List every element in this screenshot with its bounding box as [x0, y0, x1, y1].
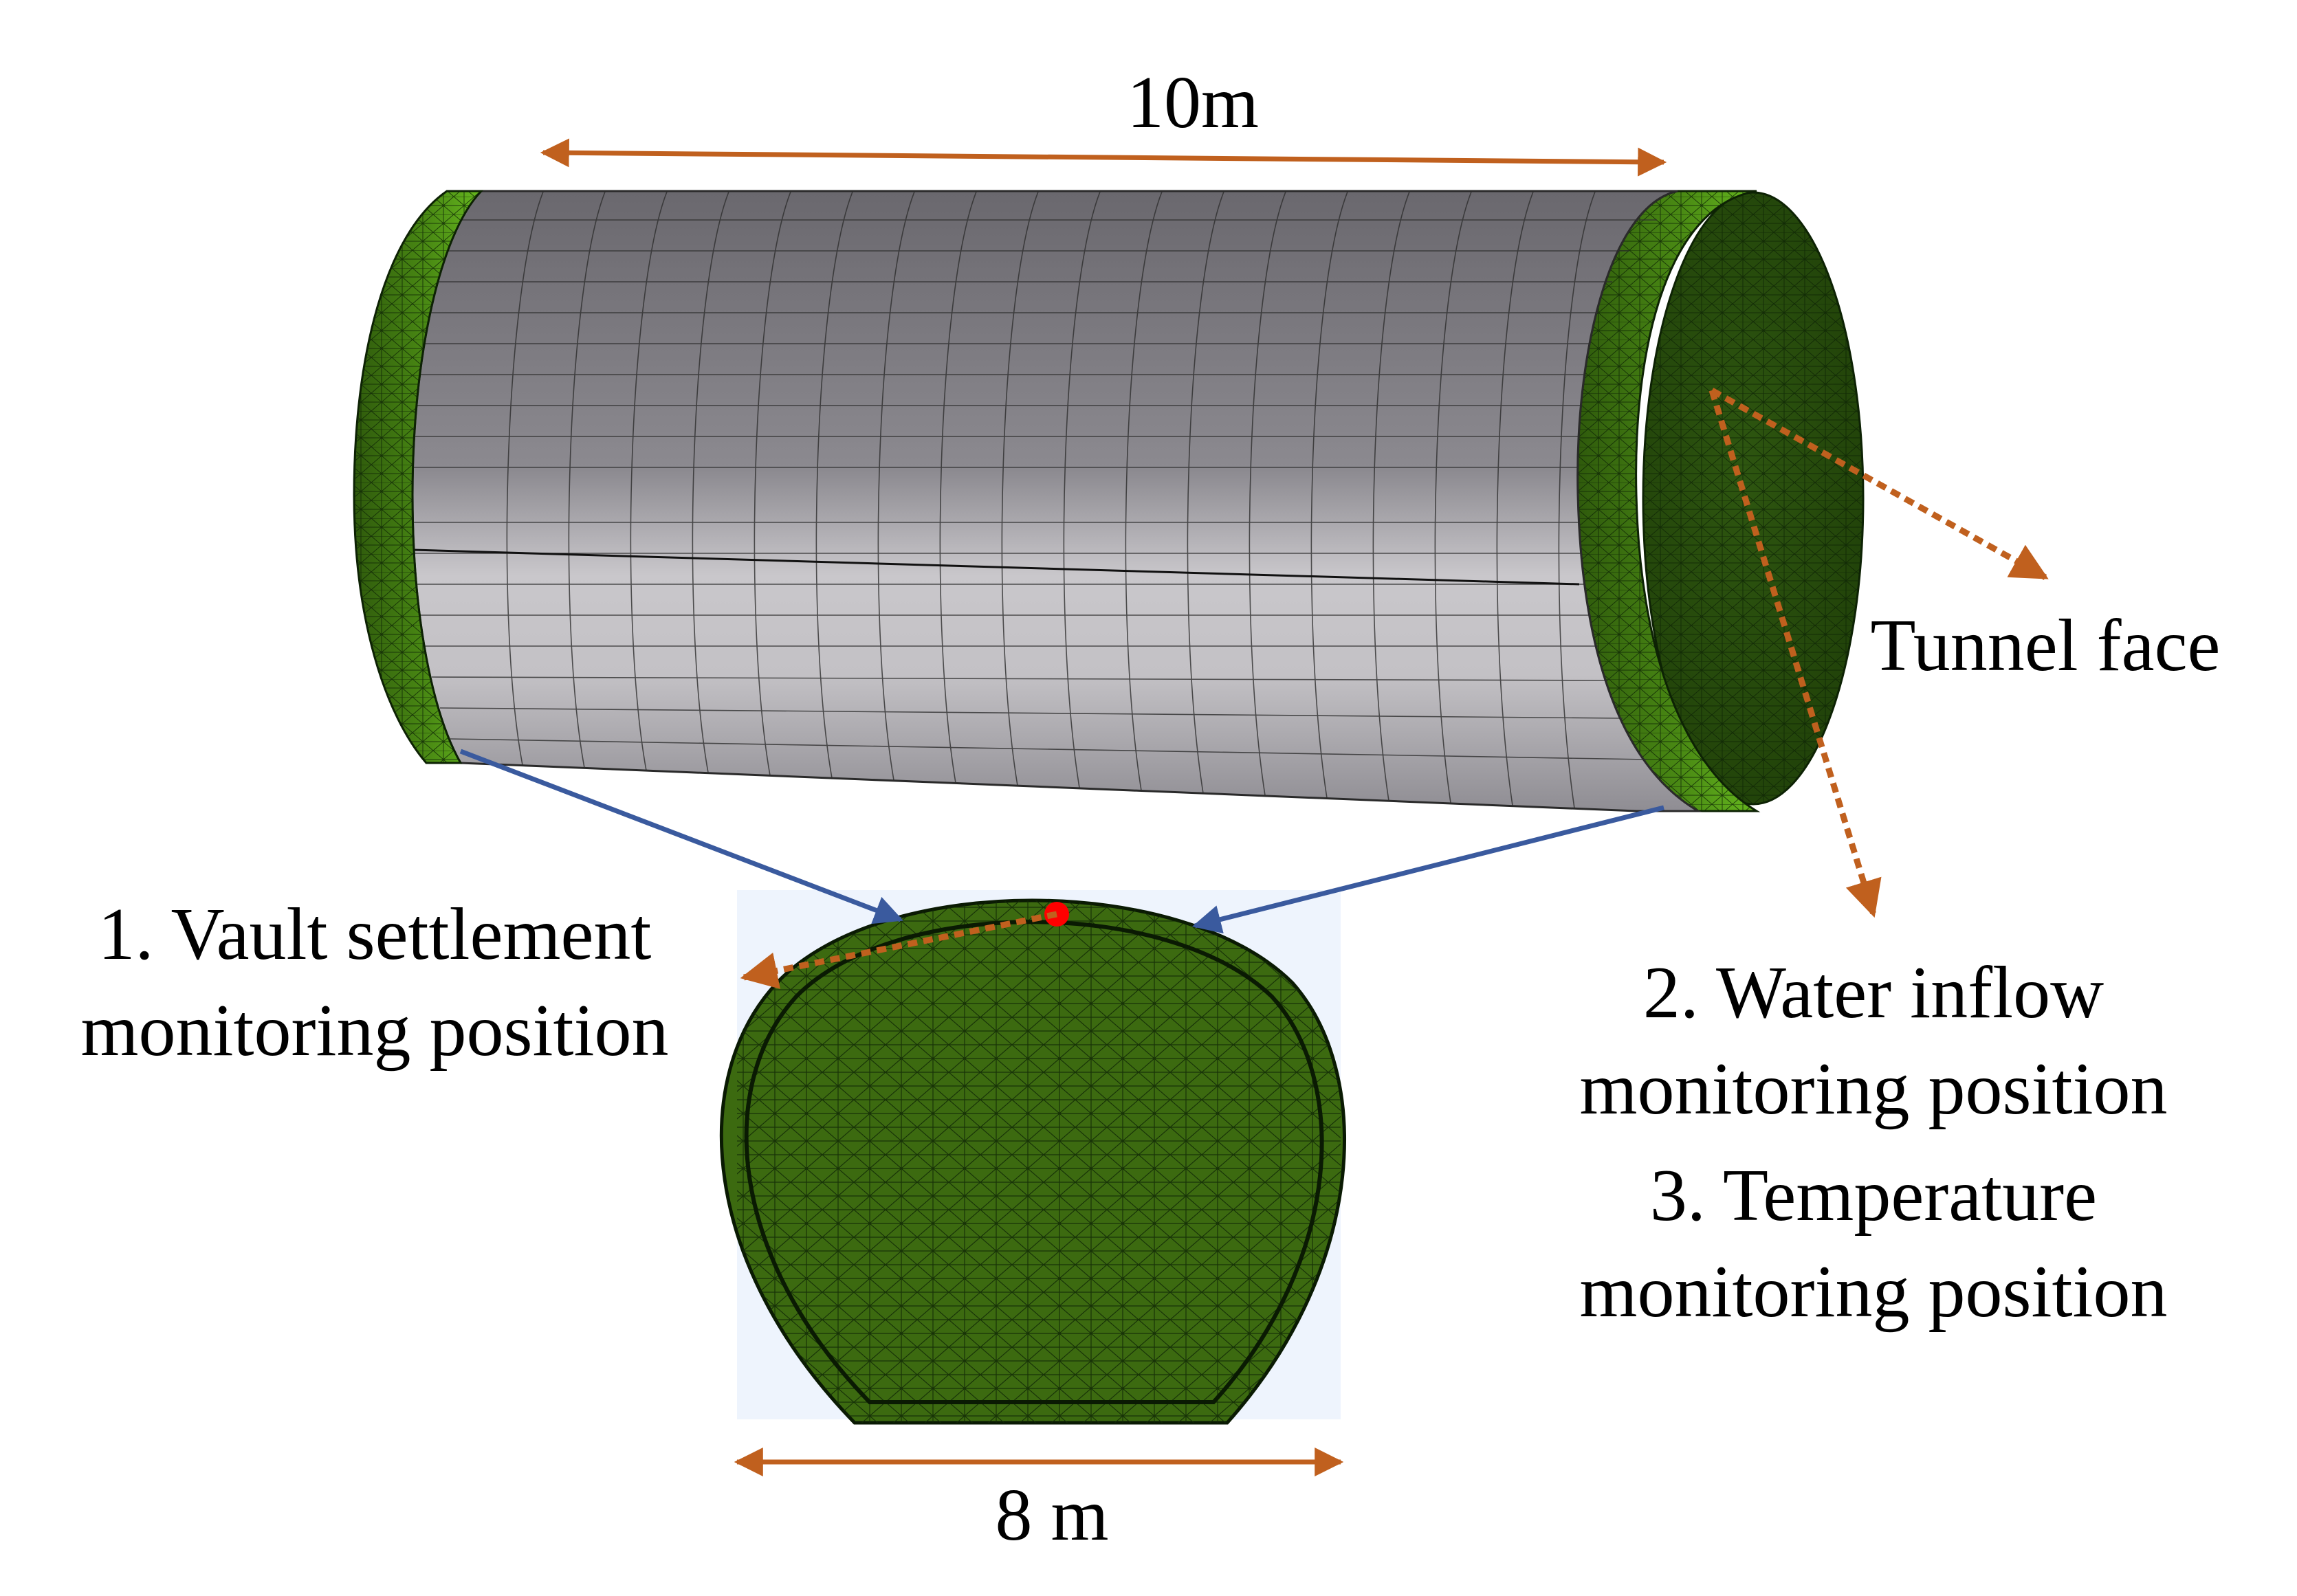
length-label: 10m — [1127, 62, 1259, 144]
right-connector-arrow — [1191, 805, 1664, 934]
tunnel-face-label: Tunnel face — [1871, 605, 2221, 687]
leader-lines — [740, 388, 2049, 989]
left-end-ring-mesh — [354, 191, 481, 763]
vault-leader-line — [740, 911, 1057, 989]
width-dimension: 8 m — [734, 1448, 1344, 1556]
width-label: 8 m — [995, 1474, 1108, 1556]
tunnel-face-mesh — [1643, 192, 1863, 804]
cross-section-mesh — [737, 900, 1341, 1423]
right-end-ring-mesh — [1577, 191, 1757, 811]
length-dimension-arrow — [540, 138, 1667, 177]
vault-label-line2: monitoring position — [80, 990, 668, 1072]
water-label-line1: 2. Water inflow — [1643, 952, 2104, 1034]
tunnel-lining — [411, 190, 1702, 812]
cross-section-lining-boundary — [744, 920, 1324, 1404]
tunnel-face-leader-line — [1710, 388, 2049, 580]
lining-mid-seam — [413, 548, 1580, 586]
vault-label-line1: 1. Vault settlement — [98, 894, 652, 975]
cross-section — [719, 890, 1346, 1425]
left-connector-arrow — [459, 749, 903, 924]
annotation-labels: Tunnel face 1. Vault settlement monitori… — [80, 605, 2220, 1333]
tunnel-3d-model — [353, 190, 1865, 812]
temp-label-line1: 3. Temperature — [1650, 1155, 2097, 1237]
water-temp-leader-line — [1708, 389, 1882, 918]
length-dimension: 10m — [540, 62, 1667, 177]
temp-label-line2: monitoring position — [1579, 1251, 2167, 1333]
section-connector-arrows — [459, 749, 1664, 934]
lining-mesh-grid — [413, 191, 1657, 809]
water-label-line2: monitoring position — [1579, 1048, 2167, 1130]
